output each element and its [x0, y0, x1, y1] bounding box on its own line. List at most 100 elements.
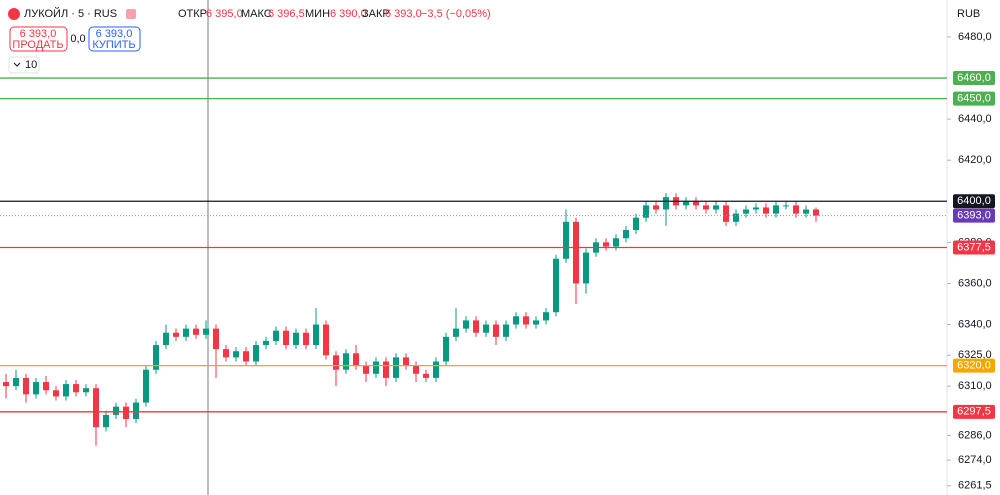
candle-body — [723, 205, 729, 222]
price-label-box — [953, 358, 995, 373]
y-tick-label: 6325,0 — [958, 349, 992, 361]
low: 6 390,0 — [330, 8, 367, 20]
y-tick-label: 6340,0 — [958, 318, 992, 330]
candle-body — [323, 324, 329, 356]
candle-body — [393, 357, 399, 378]
price-label: 6377,5 — [957, 241, 991, 253]
candle-body — [363, 365, 369, 374]
symbol-icon — [8, 8, 20, 20]
candle-body — [443, 336, 449, 362]
candle-body — [603, 242, 609, 247]
candle-body — [283, 330, 289, 346]
candle-body — [343, 353, 349, 370]
y-tick-label: 6480,0 — [958, 31, 992, 43]
candle-body — [13, 377, 19, 387]
interval-dropdown[interactable] — [8, 56, 40, 74]
candle-body — [493, 324, 499, 337]
buy-button[interactable] — [88, 26, 141, 52]
currency-button[interactable] — [952, 5, 982, 21]
candle-body — [293, 332, 299, 346]
symbol[interactable]: ЛУКОЙЛ · 5 · RUS — [24, 7, 117, 20]
change: −3,5 (−0,05%) — [421, 8, 491, 20]
candle-body — [373, 361, 379, 374]
candle-body — [163, 332, 169, 346]
candle-body — [193, 328, 199, 335]
candle-body — [743, 209, 749, 214]
candle-body — [143, 369, 149, 403]
candle-body — [103, 414, 109, 428]
header: ЛУКОЙЛ · 5 · RUS ОТКР 6 395,0 МАКС 6 396… — [8, 7, 491, 20]
candle-body — [693, 201, 699, 206]
price-label: 6460,0 — [957, 72, 991, 84]
candle-body — [333, 355, 339, 370]
chevron — [13, 62, 21, 67]
candle-body — [213, 328, 219, 350]
candle-body — [253, 345, 259, 362]
candle-body — [83, 388, 89, 393]
candle-body — [353, 353, 359, 366]
candle-body — [513, 316, 519, 325]
price-label-box — [953, 240, 995, 255]
candle-body — [263, 340, 269, 346]
candle-body — [483, 324, 489, 333]
open: 6 395,0 — [206, 8, 243, 20]
price-label-box — [953, 91, 995, 106]
price-label: 6393,0 — [957, 210, 991, 222]
candle-body — [623, 230, 629, 239]
candle-body — [733, 213, 739, 222]
candle-body — [633, 217, 639, 231]
candle-body — [23, 377, 29, 395]
candle-body — [583, 252, 589, 284]
candle-body — [423, 373, 429, 378]
candle-body — [523, 316, 529, 325]
candle-body — [223, 349, 229, 358]
price-label: 6320,0 — [957, 360, 991, 372]
candle-body — [563, 221, 569, 259]
y-tick-label: 6261,5 — [958, 480, 992, 492]
candle-body — [313, 324, 319, 346]
candle-body — [433, 361, 439, 378]
candle-body — [303, 332, 309, 346]
price-label-box — [953, 404, 995, 419]
y-tick-label: 6286,0 — [958, 429, 992, 441]
y-tick-label: 6274,0 — [958, 454, 992, 466]
buy-price: 6 393,0 — [96, 28, 133, 40]
candle-body — [33, 382, 39, 395]
sell-label: ПРОДАТЬ — [12, 39, 63, 51]
candle-body — [773, 205, 779, 214]
candle-body — [153, 345, 159, 370]
price-label: 6450,0 — [957, 92, 991, 104]
candle-body — [133, 402, 139, 420]
candle-body — [643, 205, 649, 218]
flag-icon[interactable] — [126, 9, 136, 19]
close-label: ЗАКР — [362, 8, 390, 20]
y-tick-label: 6360,0 — [958, 277, 992, 289]
price-label-box — [953, 194, 995, 209]
candle-body — [813, 209, 819, 216]
candle-body — [233, 351, 239, 358]
sell-button[interactable] — [9, 26, 68, 52]
candle-body — [783, 205, 789, 207]
y-tick-label: 6440,0 — [958, 113, 992, 125]
candle-body — [703, 205, 709, 210]
price-label-box — [953, 71, 995, 86]
candle-body — [803, 209, 809, 214]
candle-body — [123, 406, 129, 420]
candle-body — [43, 382, 49, 391]
close: 6 393,0 — [385, 8, 422, 20]
candle-body — [113, 406, 119, 415]
candle-body — [613, 238, 619, 247]
candle-body — [183, 328, 189, 337]
open-label: ОТКР — [178, 8, 207, 20]
candle-body — [793, 205, 799, 214]
candle-body — [93, 388, 99, 428]
price-label-box — [953, 208, 995, 223]
candle-body — [663, 197, 669, 210]
candle-body — [463, 320, 469, 329]
candle-body — [403, 357, 409, 366]
y-tick-label: 6420,0 — [958, 154, 992, 166]
candle-body — [763, 207, 769, 214]
candle-body — [243, 351, 249, 362]
sell-price: 6 393,0 — [20, 28, 57, 40]
